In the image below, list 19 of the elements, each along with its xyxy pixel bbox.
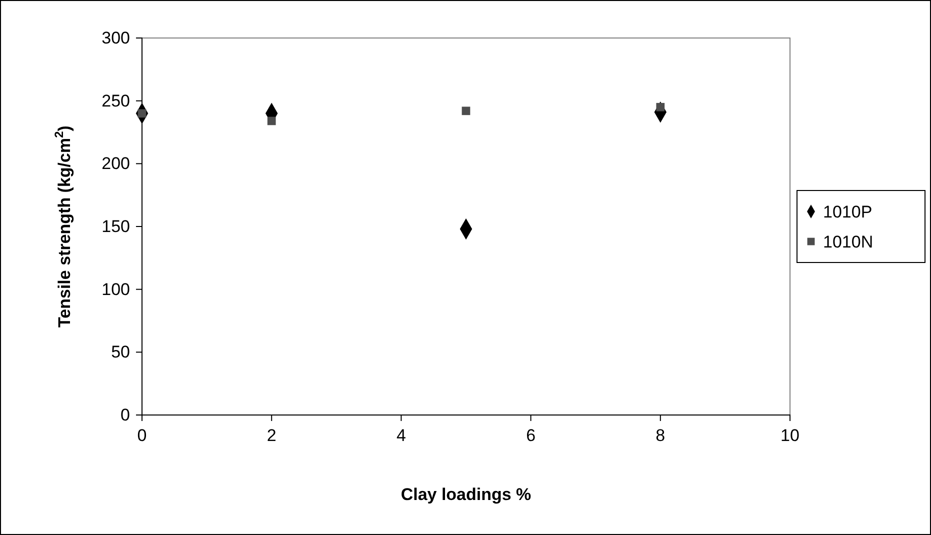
point [267, 116, 276, 126]
y-tick-label: 150 [102, 216, 130, 236]
x-tick-label: 10 [780, 426, 800, 446]
x-axis-title: Clay loadings % [400, 485, 532, 504]
y-tick-label: 300 [102, 28, 130, 48]
y-tick-label: 250 [102, 91, 130, 110]
y-tick-label: 0 [120, 405, 130, 424]
point [462, 106, 470, 116]
x-tick-label: 4 [396, 426, 406, 446]
y-tick-label: 100 [102, 280, 130, 299]
x-tick-label: 2 [266, 426, 276, 446]
legend-label: 1010N [823, 232, 874, 252]
y-tick-label: 200 [102, 154, 130, 174]
x-tick-label: 6 [526, 426, 536, 446]
x-tick-label: 8 [656, 426, 666, 446]
legend-label: 1010P [823, 202, 872, 222]
x-tick-label: 0 [137, 426, 147, 446]
point [656, 102, 665, 112]
y-tick-label: 50 [111, 342, 130, 362]
